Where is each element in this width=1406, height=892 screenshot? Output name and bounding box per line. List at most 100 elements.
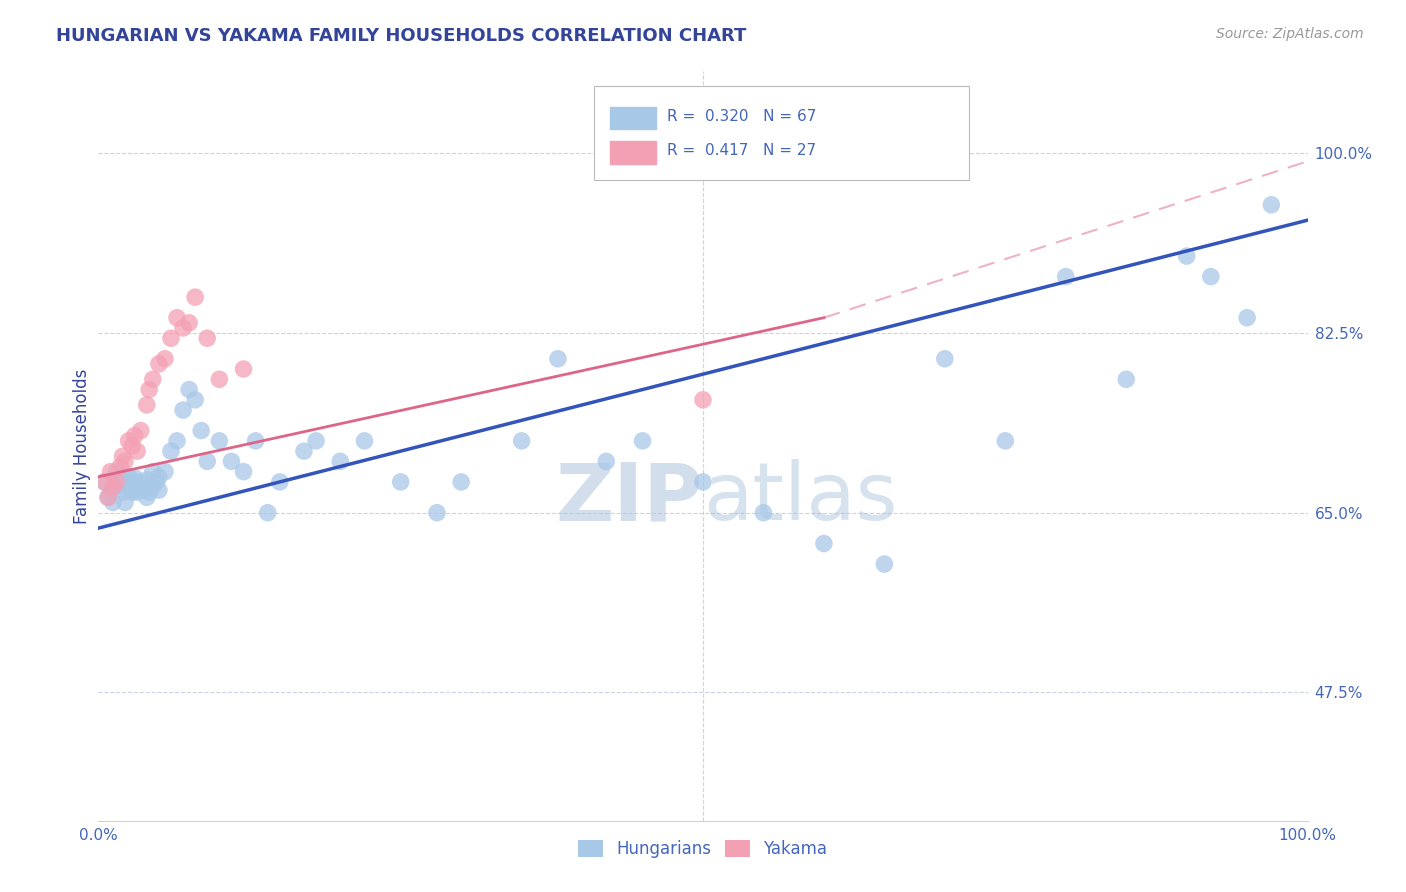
Point [142,480,165,494]
Point [179,316,201,330]
Point [179,383,201,397]
Point [129,475,152,489]
Text: atlas: atlas [703,459,897,538]
Point [389,475,412,489]
Point [134,483,156,497]
Point [100,465,122,479]
Point [1175,249,1198,263]
Point [138,485,160,500]
Point [752,506,775,520]
Point [124,428,146,442]
Point [135,398,157,412]
Point [111,470,134,484]
Point [208,372,231,386]
Point [1260,198,1282,212]
Point [153,351,176,366]
Point [232,465,254,479]
Point [172,403,194,417]
Point [426,506,449,520]
Point [166,434,188,448]
Point [129,480,152,494]
Point [93,475,115,489]
Point [292,444,315,458]
Point [135,491,157,505]
Text: Source: ZipAtlas.com: Source: ZipAtlas.com [1216,27,1364,41]
Point [124,475,146,489]
Point [172,321,194,335]
Point [153,465,176,479]
FancyBboxPatch shape [595,87,969,180]
Point [353,434,375,448]
Point [221,454,243,468]
Point [97,491,120,505]
Point [129,424,152,438]
Point [127,444,149,458]
Point [114,454,136,468]
Point [111,485,134,500]
Point [595,454,617,468]
Point [108,459,131,474]
Point [190,424,212,438]
Point [873,557,896,571]
Point [195,331,218,345]
Point [124,483,146,497]
Point [105,480,128,494]
Point [329,454,352,468]
Point [148,470,170,484]
Point [108,475,131,489]
Legend: Hungarians, Yakama: Hungarians, Yakama [572,833,834,864]
Point [142,372,165,386]
Point [510,434,533,448]
Point [105,465,128,479]
Point [142,465,165,479]
Point [160,444,183,458]
Text: R =  0.320   N = 67: R = 0.320 N = 67 [666,109,815,124]
FancyBboxPatch shape [610,106,655,129]
Point [101,480,124,494]
Point [135,473,157,487]
Point [148,483,170,497]
Point [934,351,956,366]
FancyBboxPatch shape [610,141,655,163]
Point [100,485,122,500]
Text: R =  0.417   N = 27: R = 0.417 N = 27 [666,143,815,158]
Point [114,495,136,509]
Point [692,475,714,489]
Point [1115,372,1137,386]
Point [1236,310,1258,325]
Point [145,475,167,489]
Point [111,450,134,464]
Point [101,495,124,509]
Point [118,434,141,448]
Point [138,383,160,397]
Point [118,475,141,489]
Point [1199,269,1222,284]
Point [305,434,328,448]
Point [160,331,183,345]
Y-axis label: Family Households: Family Households [73,368,91,524]
Point [166,310,188,325]
Point [105,475,128,489]
Point [631,434,654,448]
Point [135,479,157,493]
Point [208,434,231,448]
Point [121,439,143,453]
Point [97,491,120,505]
Point [692,392,714,407]
Point [124,471,146,485]
Point [994,434,1017,448]
Point [269,475,291,489]
Point [148,357,170,371]
Point [118,470,141,484]
Point [1054,269,1077,284]
Point [450,475,472,489]
Point [813,536,835,550]
Point [195,454,218,468]
Text: HUNGARIAN VS YAKAMA FAMILY HOUSEHOLDS CORRELATION CHART: HUNGARIAN VS YAKAMA FAMILY HOUSEHOLDS CO… [56,27,747,45]
Point [547,351,569,366]
Point [245,434,267,448]
Text: ZIP: ZIP [555,459,703,538]
Point [232,362,254,376]
Point [121,485,143,500]
Point [118,480,141,494]
